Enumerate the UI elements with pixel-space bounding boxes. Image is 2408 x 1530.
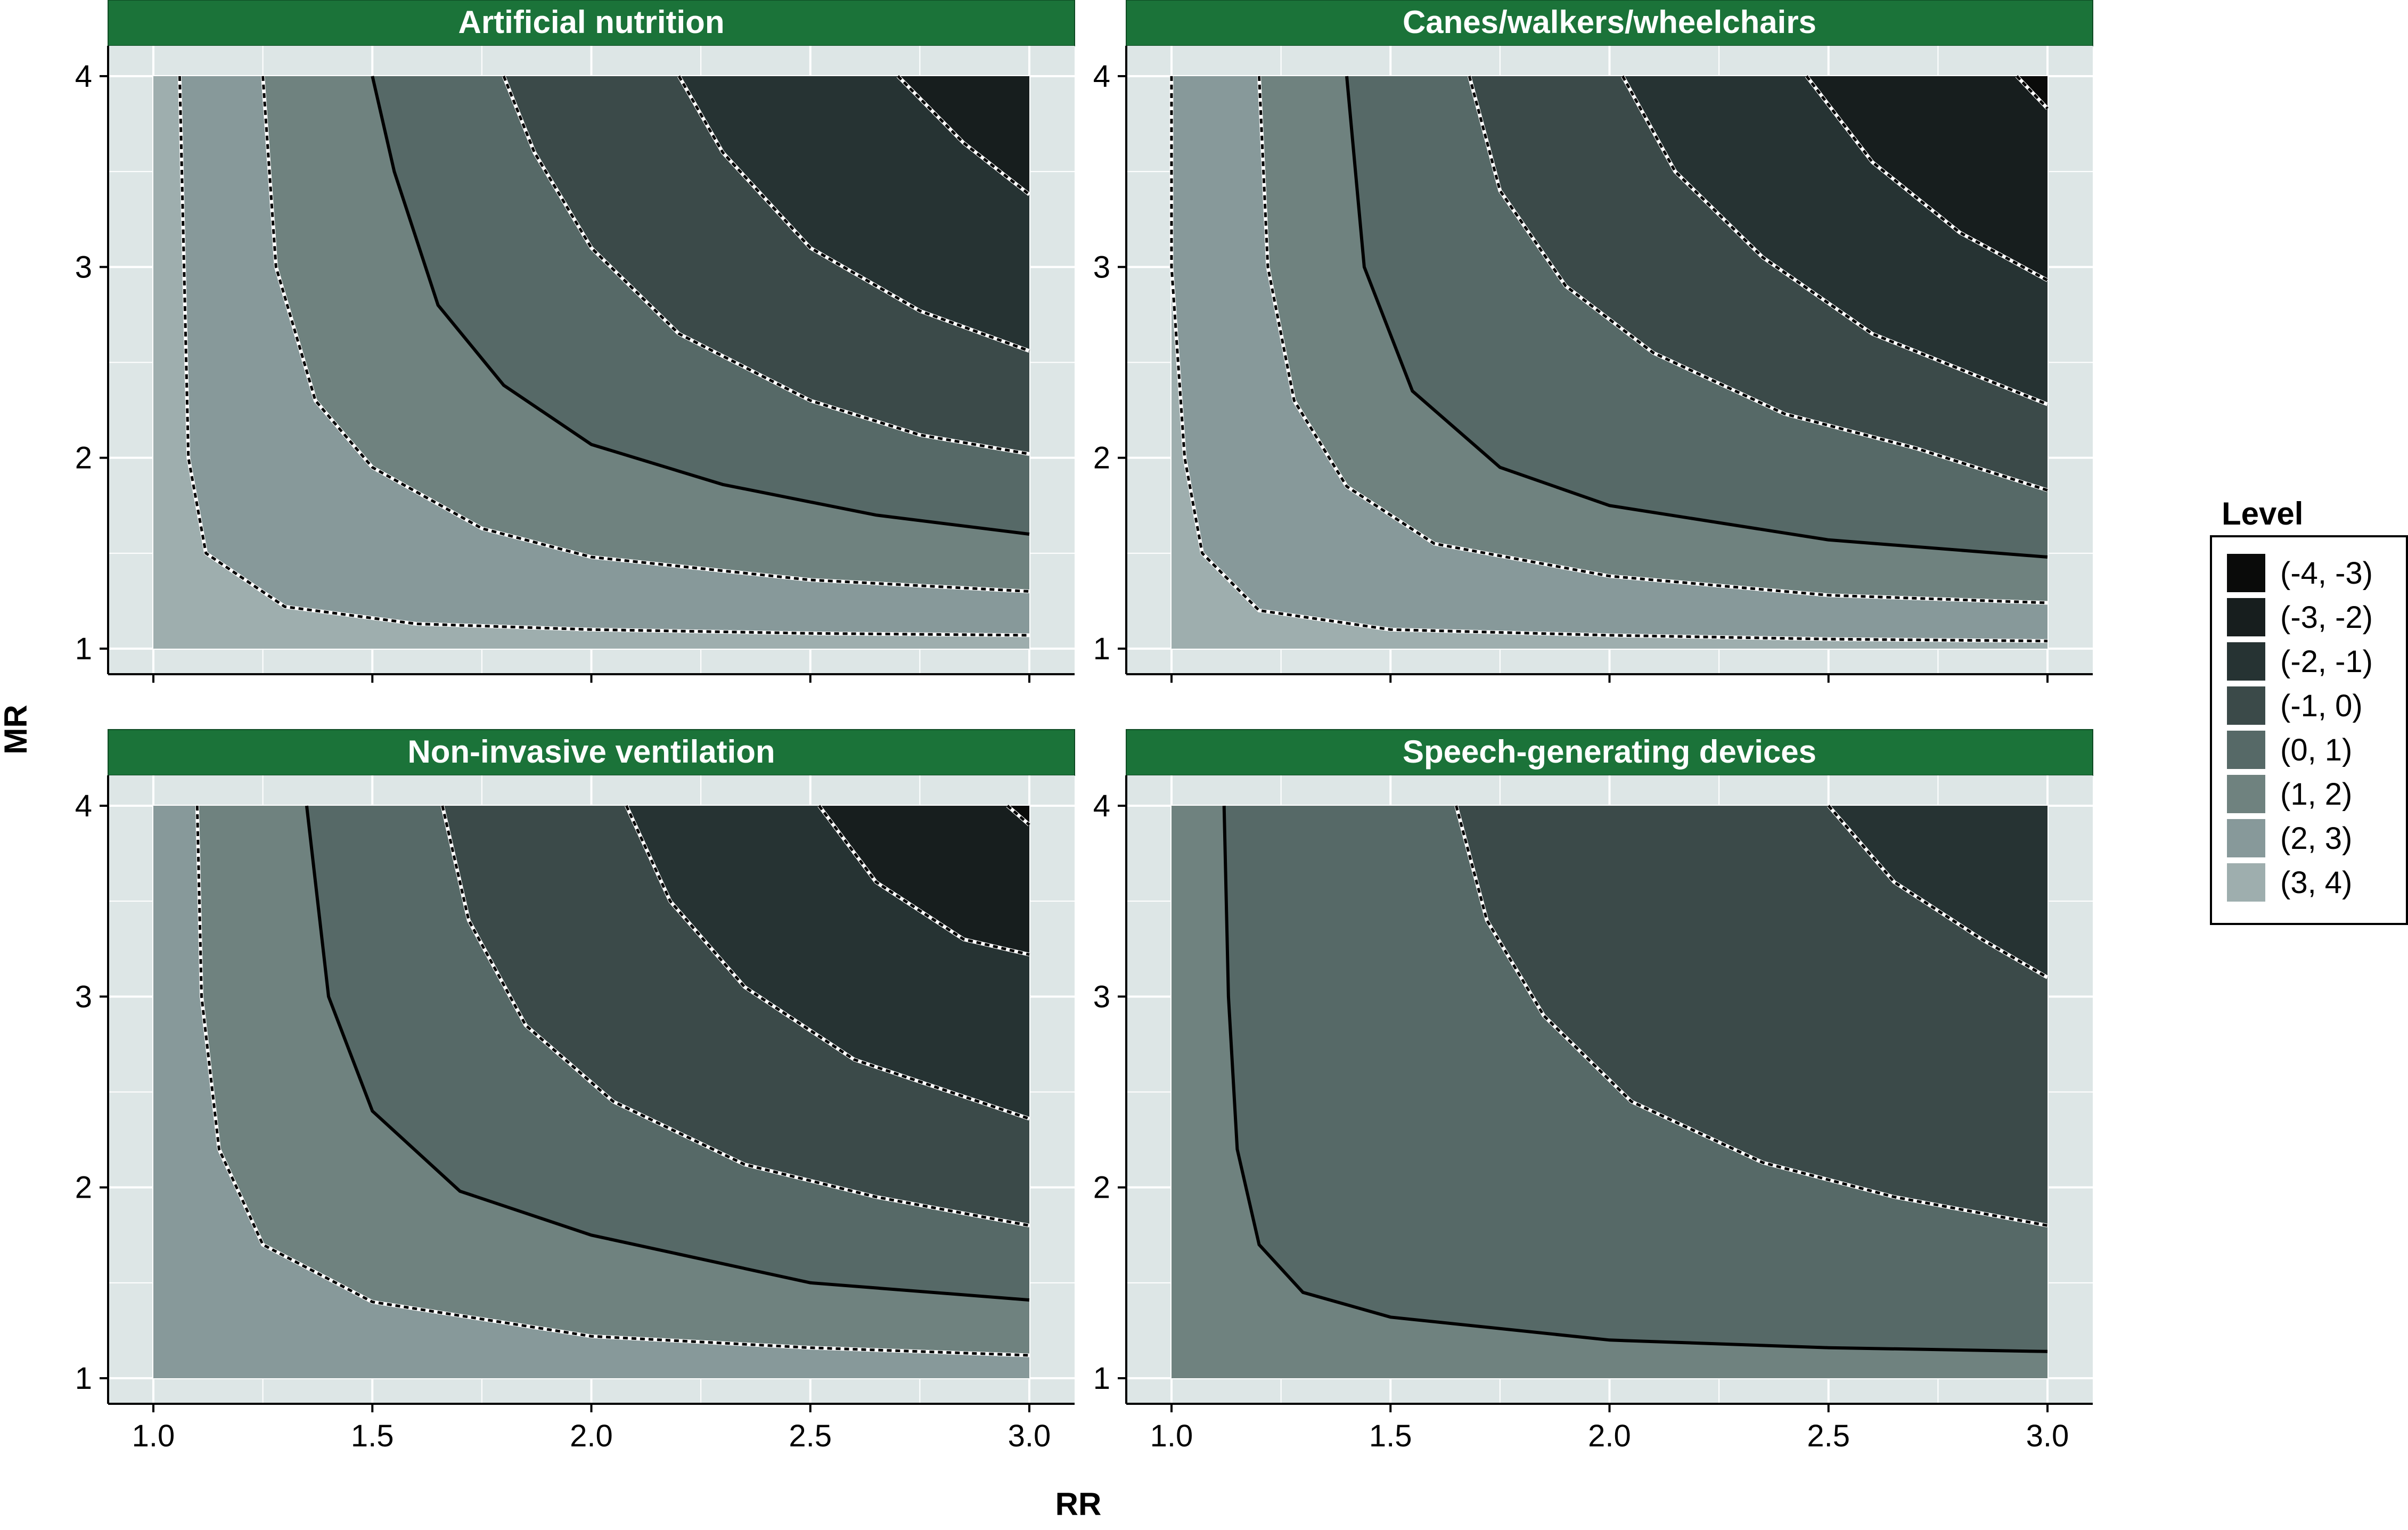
panel-strip [108, 0, 1075, 46]
x-axis-title: RR [1055, 1486, 1102, 1522]
y-tick-label: 3 [75, 979, 92, 1014]
y-tick-label: 1 [75, 1361, 92, 1396]
contour-line-level-0 [502, 76, 1030, 455]
legend-swatch [2227, 598, 2265, 636]
legend-label: (3, 4) [2280, 865, 2352, 900]
y-tick-label: 1 [1093, 632, 1110, 666]
band--3 [898, 76, 1029, 195]
contour-line-level-1 [1345, 76, 2048, 559]
legend-label: (-4, -3) [2280, 556, 2373, 591]
contour-line-level-3 [178, 76, 1030, 637]
legend-label: (2, 3) [2280, 821, 2352, 856]
panel-title: Speech-generating devices [1403, 734, 1816, 770]
x-tick-label: 3.0 [1008, 1419, 1051, 1453]
contour-line-level-1 [1222, 805, 2048, 1353]
x-tick-label: 1.0 [132, 1419, 175, 1453]
y-tick-label: 2 [75, 1171, 92, 1205]
band--1 [1456, 806, 2047, 1226]
contour-lines [177, 75, 1031, 637]
contour-line-level-2 [261, 76, 1030, 593]
contour-line-level-1 [305, 805, 1030, 1302]
panel-1: Artificial nutrition 1 2 3 4 [75, 0, 1075, 683]
contour-line-level--3 [2016, 75, 2049, 110]
band--2 [1828, 806, 2047, 978]
panel-2: Canes/walkers/wheelchairs 1 2 3 4 [1093, 0, 2093, 683]
y-tick-label: 2 [75, 441, 92, 476]
contour-bands [1172, 76, 2047, 649]
legend-items: (-4, -3) (-3, -2) (-2, -1) (-1, 0) (0, 1) (1,… [2227, 554, 2373, 902]
contour-line-level-1 [371, 76, 1030, 536]
contour-bands [153, 76, 1030, 649]
contour-line-level-0 [441, 805, 1030, 1227]
y-tick-label: 4 [1093, 789, 1110, 823]
contour-line-level--2 [1805, 75, 2049, 282]
x-tick-label: 1.5 [351, 1419, 394, 1453]
panel-title: Artificial nutrition [458, 4, 725, 40]
y-tick-label: 1 [1093, 1361, 1110, 1396]
legend-swatch [2227, 819, 2265, 857]
x-tick-label: 2.0 [570, 1419, 613, 1453]
band--2 [679, 76, 1029, 351]
panel-strip [108, 729, 1075, 776]
y-tick-label: 2 [1093, 441, 1110, 476]
legend-label: (0, 1) [2280, 733, 2352, 767]
legend-swatch [2227, 642, 2265, 681]
legend-label: (1, 2) [2280, 777, 2352, 812]
legend-swatch [2227, 731, 2265, 769]
legend-label: (-2, -1) [2280, 644, 2373, 679]
y-tick-label: 4 [75, 59, 92, 94]
legend-label: (-3, -2) [2280, 600, 2373, 635]
y-tick-label: 3 [1093, 250, 1110, 284]
contour-line-level-2 [195, 805, 1030, 1357]
contour-line-level--1 [625, 805, 1030, 1120]
legend-swatch [2227, 863, 2265, 902]
contour-line-level-2 [1258, 76, 2048, 604]
panel-strip [1126, 729, 2093, 776]
x-tick-label: 1.5 [1369, 1419, 1412, 1453]
y-tick-label: 1 [75, 632, 92, 666]
contour-bands [1172, 806, 2047, 1378]
legend: Level (-4, -3) (-3, -2) (-2, -1) (-1, 0) (0,… [2210, 496, 2408, 925]
contour-line-level--1 [1827, 805, 2049, 979]
panel-3: Non-invasive ventilation 1 2 3 4 1.0 1.5 2.0 2.5… [75, 729, 1075, 1453]
contour-line-level--2 [897, 75, 1030, 196]
x-tick-label: 2.0 [1588, 1419, 1631, 1453]
contour-lines [195, 804, 1031, 1357]
contour-line-level--2 [818, 805, 1030, 956]
legend-swatch [2227, 775, 2265, 813]
panel-strip [1126, 0, 2093, 46]
panel-title: Canes/walkers/wheelchairs [1403, 4, 1816, 40]
band--3 [819, 806, 1029, 955]
y-tick-label: 3 [75, 250, 92, 284]
y-tick-label: 4 [75, 789, 92, 823]
contour-lines [1222, 804, 2049, 1353]
contour-lines [1169, 75, 2049, 643]
legend-swatch [2227, 554, 2265, 592]
y-axis-title: MR [0, 705, 34, 754]
contour-line-level--1 [677, 75, 1030, 353]
contour-line-halo [1006, 804, 1031, 827]
contour-line-level--1 [1621, 75, 2048, 406]
panel-4: Speech-generating devices 1 2 3 4 1.0 1.5 2.0 2.… [1093, 729, 2093, 1453]
band--3 [1806, 76, 2047, 281]
x-tick-label: 3.0 [2026, 1419, 2069, 1453]
y-tick-label: 4 [1093, 59, 1110, 94]
legend-title: Level [2222, 496, 2303, 531]
contour-bands [153, 806, 1029, 1378]
contour-line-level-0 [1468, 76, 2048, 492]
x-tick-label: 2.5 [1807, 1419, 1850, 1453]
contour-line-level-0 [1455, 805, 2048, 1227]
panels-layer: Artificial nutrition1234Canes/walkers/wh… [75, 0, 2093, 1453]
legend-label: (-1, 0) [2280, 689, 2363, 723]
panel-title: Non-invasive ventilation [407, 734, 775, 770]
x-tick-label: 2.5 [789, 1419, 832, 1453]
x-tick-label: 1.0 [1150, 1419, 1193, 1453]
legend-swatch [2227, 686, 2265, 725]
y-tick-label: 2 [1093, 1171, 1110, 1205]
contour-line-level-3 [1170, 76, 2048, 643]
y-tick-label: 3 [1093, 979, 1110, 1014]
